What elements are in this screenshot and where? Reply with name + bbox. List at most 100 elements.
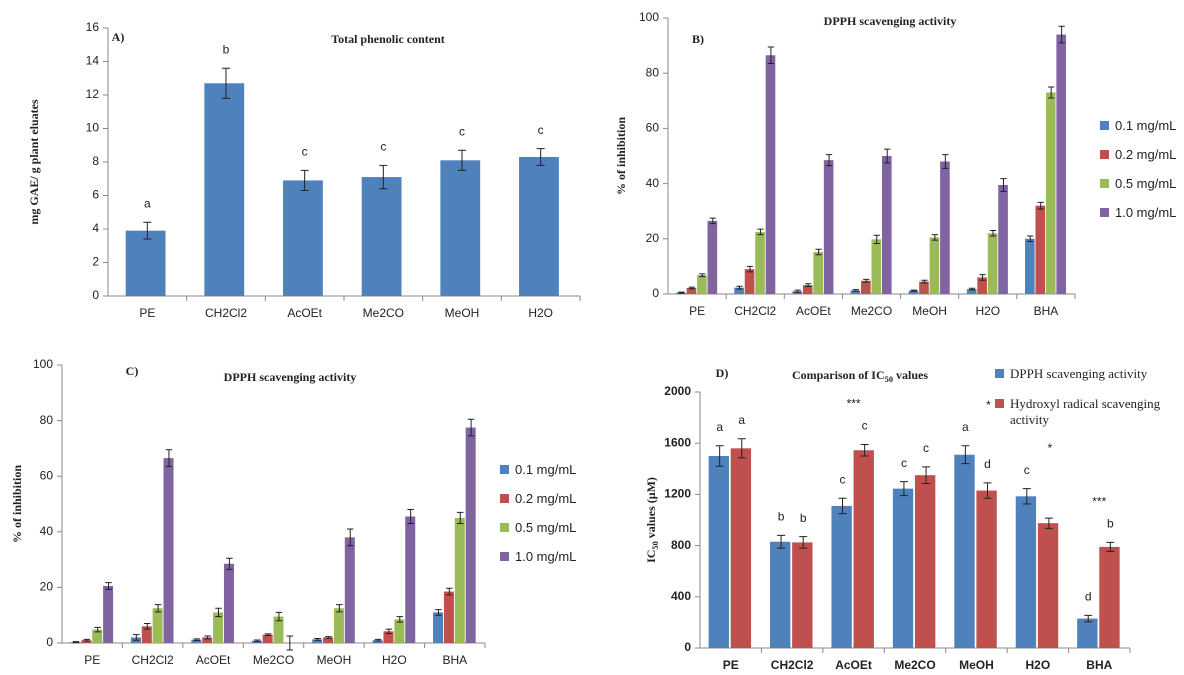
error-bar xyxy=(193,638,201,641)
x-tick-label: AcOEt xyxy=(796,304,831,318)
error-bar xyxy=(300,169,309,191)
legend-item: 0.2 mg/mL xyxy=(1100,147,1184,162)
error-bar xyxy=(222,67,230,99)
significance-letter: b xyxy=(223,42,230,56)
x-tick-label: Me2CO xyxy=(253,653,294,667)
error-bar xyxy=(757,228,764,236)
x-tick-label: CH2Cl2 xyxy=(734,304,776,318)
chart-title: Total phenolic content xyxy=(331,32,445,46)
bar xyxy=(383,631,394,643)
x-tick-label: MeOH xyxy=(912,304,947,318)
legend-label: 0.2 mg/mL xyxy=(1115,147,1177,162)
significance-letter: c xyxy=(538,123,544,137)
error-bar xyxy=(204,635,211,640)
bar xyxy=(103,586,114,643)
legend-label: 1.0 mg/mL xyxy=(1115,205,1177,220)
error-bar xyxy=(1000,178,1007,192)
error-bar xyxy=(407,509,414,524)
error-bar xyxy=(921,279,928,284)
bar xyxy=(919,281,929,294)
error-bar xyxy=(1106,541,1115,552)
bar xyxy=(831,505,852,648)
bar xyxy=(163,458,174,643)
error-bar xyxy=(715,445,724,467)
bar xyxy=(707,220,718,294)
bar xyxy=(908,290,919,294)
error-bar xyxy=(1048,86,1055,99)
bar xyxy=(929,237,940,294)
bar xyxy=(405,516,416,643)
bar xyxy=(954,454,975,648)
bar xyxy=(323,637,334,643)
bar xyxy=(1037,523,1059,648)
legend-item: 0.5 mg/mL xyxy=(500,520,660,535)
bar xyxy=(333,608,344,643)
error-bar xyxy=(1084,614,1093,623)
legend-swatch xyxy=(500,523,509,532)
error-bar xyxy=(804,283,812,288)
y-tick-label: 60 xyxy=(646,121,660,135)
y-tick-label: 0 xyxy=(92,288,99,302)
significance-stars: *** xyxy=(847,397,861,411)
bar xyxy=(755,231,765,294)
bar xyxy=(1035,205,1046,294)
y-axis-label: % of inhibition xyxy=(614,117,628,195)
x-tick-label: PE xyxy=(723,658,739,672)
bar xyxy=(465,427,476,643)
significance-letter: c xyxy=(380,140,386,154)
significance-letter: a xyxy=(144,196,151,210)
significance-stars: *** xyxy=(1092,495,1106,509)
error-bar xyxy=(467,418,475,437)
y-axis-label-part: values (μM) xyxy=(644,477,658,541)
error-bar xyxy=(446,587,453,596)
bar xyxy=(223,563,234,643)
y-tick-label: 80 xyxy=(40,413,54,427)
bar xyxy=(730,448,752,648)
legend-swatch xyxy=(1100,208,1109,217)
x-tick-label: PE xyxy=(84,653,100,667)
x-tick-label: CH2Cl2 xyxy=(205,306,247,320)
bar xyxy=(443,591,454,643)
legend-swatch xyxy=(500,552,509,561)
legend-item: 1.0 mg/mL xyxy=(500,549,660,564)
error-bar xyxy=(737,438,746,459)
bar xyxy=(792,542,813,648)
error-bar xyxy=(678,291,685,294)
y-tick-label: 800 xyxy=(671,538,691,552)
chart-title-part: values xyxy=(893,368,928,382)
bar xyxy=(440,160,481,296)
legend-label: 1.0 mg/mL xyxy=(515,549,577,564)
bar xyxy=(81,640,92,643)
bar xyxy=(998,184,1008,294)
error-bar xyxy=(336,604,343,613)
bar xyxy=(1045,92,1056,295)
significance-letter: c xyxy=(840,472,846,486)
bar xyxy=(125,230,166,296)
y-tick-label: 4 xyxy=(92,221,99,235)
x-tick-label: Me2CO xyxy=(363,306,404,320)
bar xyxy=(1099,546,1120,648)
bar xyxy=(1056,34,1067,295)
legend: 0.1 mg/mL 0.2 mg/mL 0.5 mg/mL 1.0 mg/mL xyxy=(1100,118,1184,234)
x-tick-label: BHA xyxy=(1034,304,1059,318)
significance-stars: * xyxy=(1048,441,1053,455)
error-bar xyxy=(873,234,880,244)
error-bar xyxy=(456,511,464,524)
error-bar xyxy=(860,443,869,457)
error-bar xyxy=(385,628,393,635)
legend-item: 0.1 mg/mL xyxy=(1100,118,1184,133)
error-bar xyxy=(961,445,970,465)
bar xyxy=(361,177,402,296)
error-bar xyxy=(379,164,388,190)
error-bar xyxy=(275,611,283,622)
bar xyxy=(454,517,465,643)
legend-label: 0.1 mg/mL xyxy=(515,462,577,477)
legend: DPPH scavenging activity Hydroxyl radical… xyxy=(995,366,1184,442)
significance-stars: * xyxy=(986,398,991,412)
bar xyxy=(765,55,776,295)
error-bar xyxy=(799,536,808,549)
error-bar xyxy=(325,636,332,639)
panel-label: B) xyxy=(692,32,704,46)
error-bar xyxy=(922,466,931,485)
error-bar xyxy=(215,607,222,618)
